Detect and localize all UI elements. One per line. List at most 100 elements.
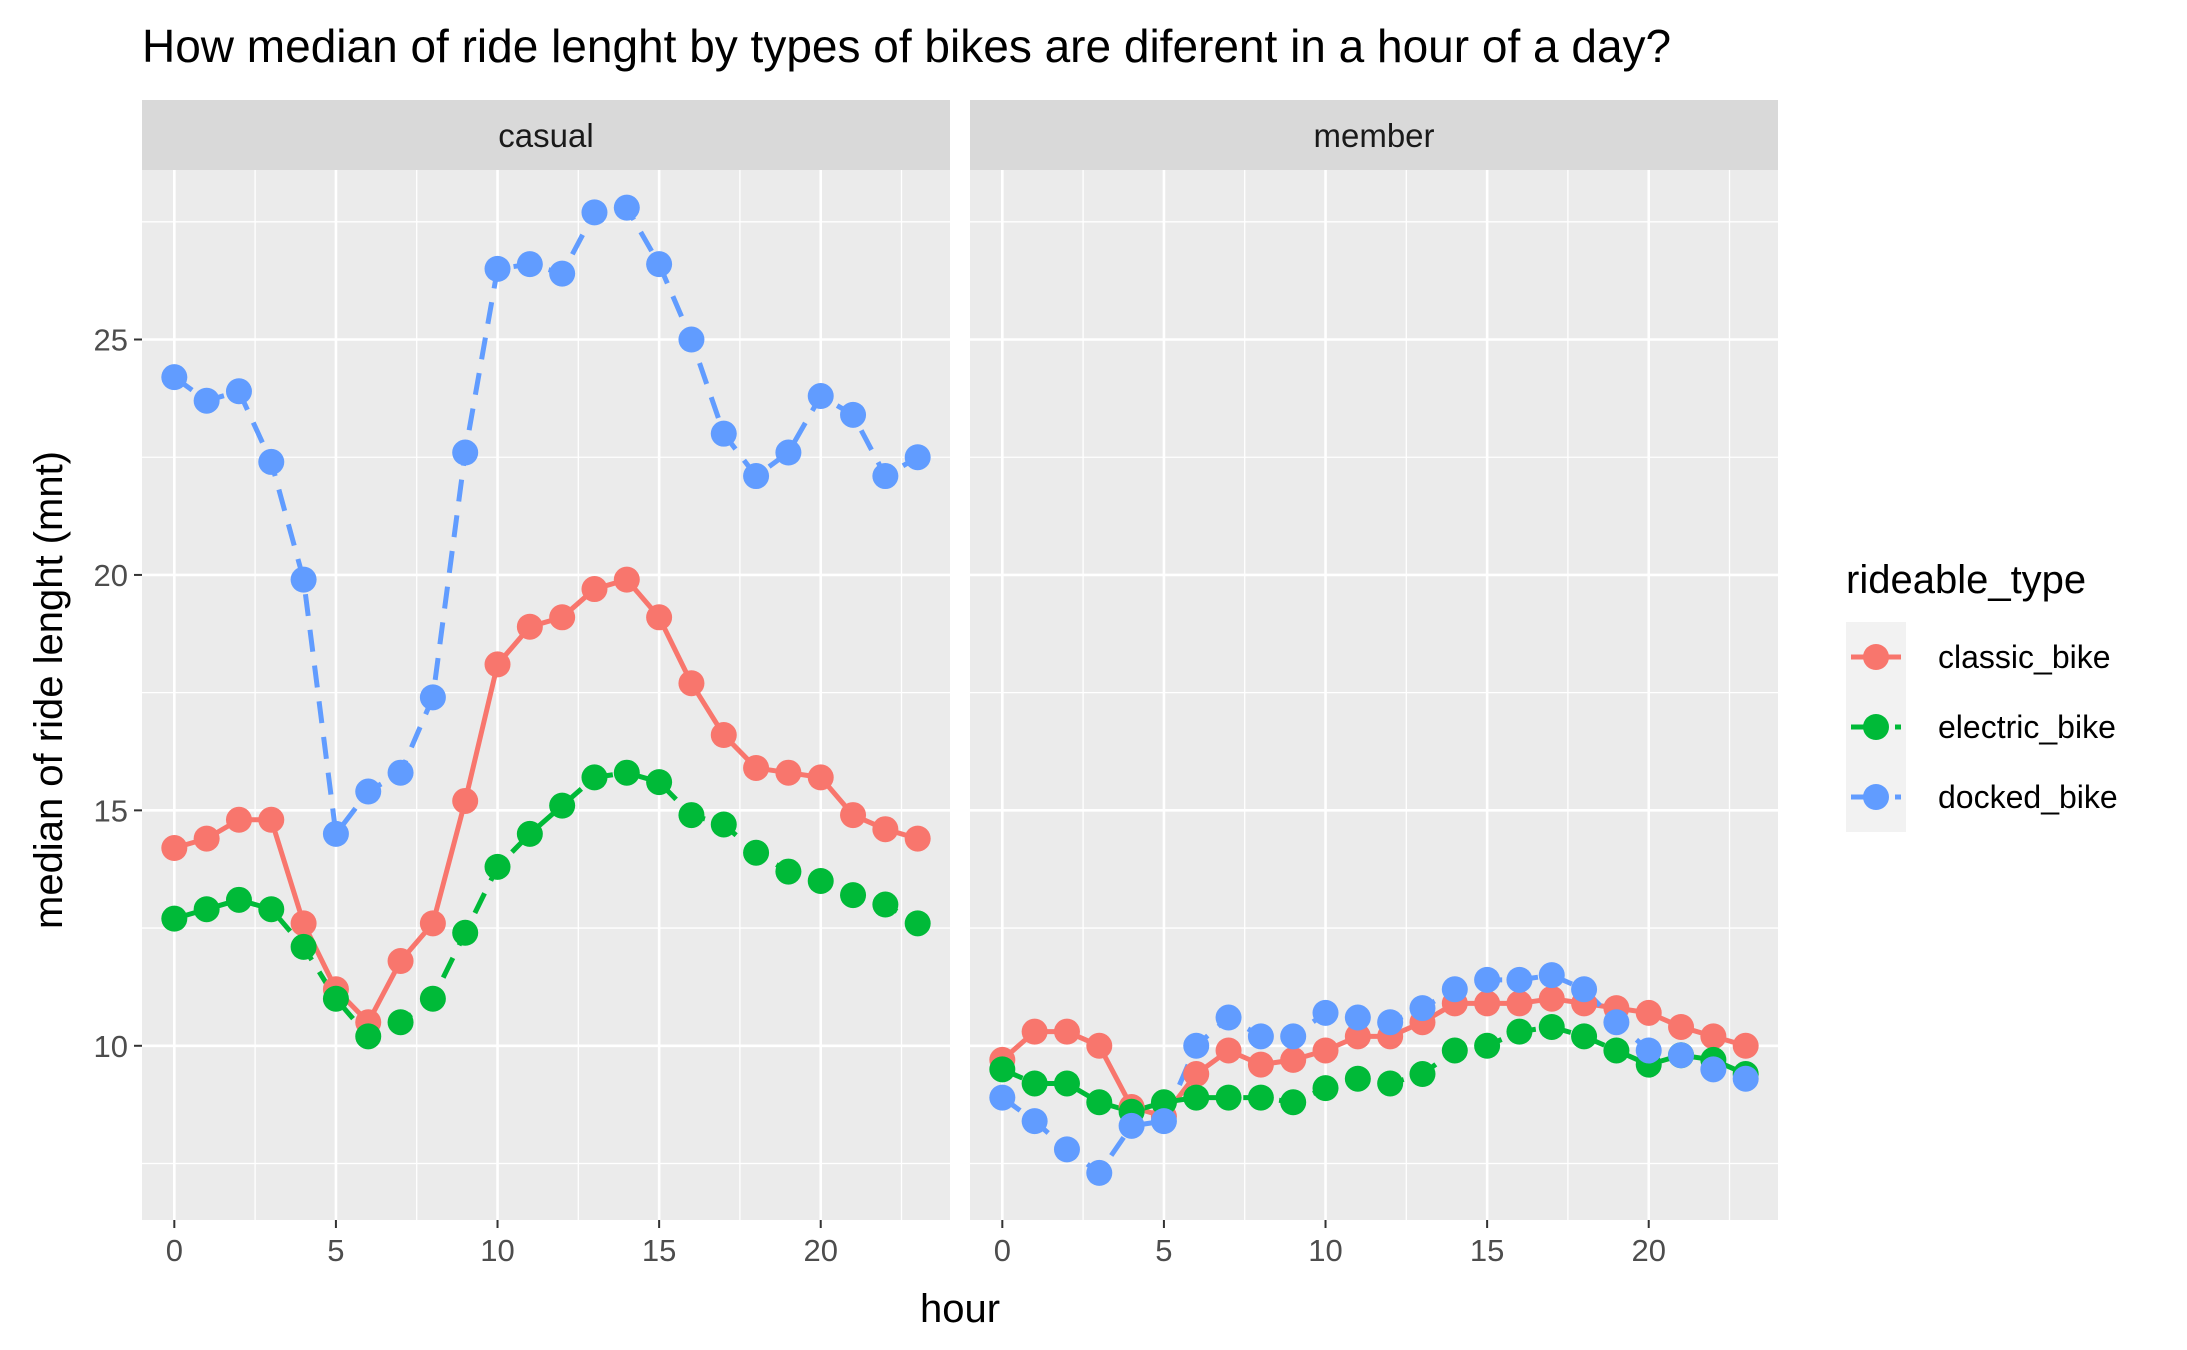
series-line-docked_bike xyxy=(172,205,919,837)
data-point-electric_bike xyxy=(1280,1089,1307,1116)
data-point-electric_bike xyxy=(872,891,899,918)
y-tick-label: 10 xyxy=(94,1029,128,1064)
chart-title: How median of ride lenght by types of bi… xyxy=(142,20,1671,72)
data-point-docked_bike xyxy=(613,194,640,221)
data-point-docked_bike xyxy=(1603,1009,1630,1036)
legend-label: docked_bike xyxy=(1938,779,2118,815)
data-point-docked_bike xyxy=(1441,976,1468,1003)
data-point-electric_bike xyxy=(1344,1065,1371,1092)
data-point-classic_bike xyxy=(646,604,673,631)
data-point-classic_bike xyxy=(840,802,867,829)
data-point-docked_bike xyxy=(516,251,543,278)
data-point-docked_bike xyxy=(904,444,931,471)
data-point-electric_bike xyxy=(355,1023,382,1050)
data-point-docked_bike xyxy=(775,439,802,466)
data-point-docked_bike xyxy=(646,251,673,278)
data-point-electric_bike xyxy=(678,802,705,829)
data-point-classic_bike xyxy=(484,651,511,678)
x-tick-label: 15 xyxy=(642,1233,676,1268)
data-point-classic_bike xyxy=(419,910,446,937)
data-point-docked_bike xyxy=(1409,995,1436,1022)
data-point-electric_bike xyxy=(193,896,220,923)
data-point-classic_bike xyxy=(1474,990,1501,1017)
data-point-classic_bike xyxy=(1312,1037,1339,1064)
data-point-electric_bike xyxy=(322,985,349,1012)
data-point-electric_bike xyxy=(1247,1084,1274,1111)
data-point-classic_bike xyxy=(161,835,188,862)
data-point-electric_bike xyxy=(1474,1032,1501,1059)
x-tick-label: 0 xyxy=(166,1233,183,1268)
data-point-docked_bike xyxy=(161,364,188,391)
data-point-docked_bike xyxy=(1215,1004,1242,1031)
data-point-electric_bike xyxy=(1183,1084,1210,1111)
data-point-electric_bike xyxy=(1021,1070,1048,1097)
y-axis-title: median of ride lenght (mnt) xyxy=(27,451,71,929)
data-point-electric_bike xyxy=(161,905,188,932)
data-point-classic_bike xyxy=(775,759,802,786)
x-tick-label: 20 xyxy=(1631,1233,1665,1268)
y-tick-label: 25 xyxy=(94,323,128,358)
data-point-docked_bike xyxy=(678,326,705,353)
data-point-electric_bike xyxy=(1441,1037,1468,1064)
data-point-classic_bike xyxy=(258,806,285,833)
legend-title: rideable_type xyxy=(1846,558,2086,602)
data-point-classic_bike xyxy=(1732,1032,1759,1059)
data-point-docked_bike xyxy=(387,759,414,786)
y-tick-label: 20 xyxy=(94,558,128,593)
data-point-docked_bike xyxy=(1312,999,1339,1026)
data-point-classic_bike xyxy=(1086,1032,1113,1059)
panel-background xyxy=(142,170,950,1220)
data-point-docked_bike xyxy=(1280,1023,1307,1050)
data-point-electric_bike xyxy=(1571,1023,1598,1050)
data-point-classic_bike xyxy=(678,670,705,697)
data-point-electric_bike xyxy=(743,839,770,866)
data-point-docked_bike xyxy=(1571,976,1598,1003)
data-point-docked_bike xyxy=(484,255,511,282)
data-point-docked_bike xyxy=(290,566,317,593)
data-point-electric_bike xyxy=(258,896,285,923)
data-point-docked_bike xyxy=(1344,1004,1371,1031)
legend-item-classic_bike: classic_bike xyxy=(1846,622,2111,692)
data-point-docked_bike xyxy=(1118,1112,1145,1139)
x-tick-label: 10 xyxy=(480,1233,514,1268)
data-point-classic_bike xyxy=(1021,1018,1048,1045)
data-point-classic_bike xyxy=(1053,1018,1080,1045)
data-point-classic_bike xyxy=(1344,1023,1371,1050)
data-point-electric_bike xyxy=(1053,1070,1080,1097)
x-axis-title: hour xyxy=(920,1287,1000,1331)
facet-strip-label: member xyxy=(1313,117,1434,154)
data-point-electric_bike xyxy=(581,764,608,791)
data-point-classic_bike xyxy=(1700,1023,1727,1050)
data-point-electric_bike xyxy=(613,759,640,786)
data-point-docked_bike xyxy=(355,778,382,805)
data-point-docked_bike xyxy=(1150,1108,1177,1135)
data-point-docked_bike xyxy=(225,378,252,405)
x-tick-label: 0 xyxy=(994,1233,1011,1268)
data-point-electric_bike xyxy=(904,910,931,937)
data-point-classic_bike xyxy=(743,754,770,781)
data-point-classic_bike xyxy=(1247,1051,1274,1078)
legend-key-point xyxy=(1863,644,1889,670)
data-point-docked_bike xyxy=(872,463,899,490)
data-point-docked_bike xyxy=(1053,1136,1080,1163)
data-point-electric_bike xyxy=(1150,1089,1177,1116)
data-point-classic_bike xyxy=(1635,999,1662,1026)
x-tick-label: 15 xyxy=(1470,1233,1504,1268)
data-point-docked_bike xyxy=(743,463,770,490)
data-point-electric_bike xyxy=(807,867,834,894)
data-point-classic_bike xyxy=(1215,1037,1242,1064)
data-point-classic_bike xyxy=(549,604,576,631)
data-point-classic_bike xyxy=(516,613,543,640)
legend: rideable_type classic_bike electric_biked… xyxy=(1846,558,2118,832)
data-point-docked_bike xyxy=(1021,1108,1048,1135)
data-point-docked_bike xyxy=(710,420,737,447)
data-point-electric_bike xyxy=(1086,1089,1113,1116)
data-point-docked_bike xyxy=(193,387,220,414)
legend-key-point xyxy=(1863,714,1889,740)
data-point-classic_bike xyxy=(581,576,608,603)
data-point-classic_bike xyxy=(1280,1046,1307,1073)
data-point-classic_bike xyxy=(1506,990,1533,1017)
data-point-electric_bike xyxy=(484,853,511,880)
data-point-classic_bike xyxy=(193,825,220,852)
data-point-docked_bike xyxy=(840,401,867,428)
